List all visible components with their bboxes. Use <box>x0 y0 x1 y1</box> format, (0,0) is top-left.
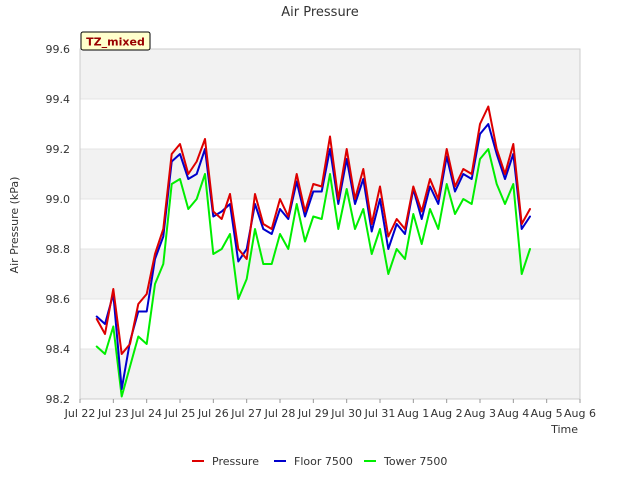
timezone-badge: TZ_mixed <box>80 31 151 51</box>
y-tick-label: 98.6 <box>46 293 71 306</box>
x-tick-label: Aug 3 <box>464 407 496 420</box>
x-tick-label: Jul 27 <box>230 407 262 420</box>
y-tick-label: 99.2 <box>46 143 71 156</box>
y-tick-label: 99.6 <box>46 43 71 56</box>
background-band <box>80 299 580 349</box>
x-axis-label: Time <box>550 423 578 436</box>
x-tick-label: Aug 6 <box>564 407 596 420</box>
legend-label-pressure: Pressure <box>212 455 259 468</box>
background-band <box>80 49 580 99</box>
timezone-badge-label: TZ_mixed <box>86 36 145 49</box>
plot-background-bands <box>80 49 580 399</box>
x-tick-label: Jul 26 <box>197 407 229 420</box>
y-tick-label: 98.2 <box>46 393 71 406</box>
x-tick-label: Aug 1 <box>397 407 429 420</box>
plot-frame <box>79 48 581 400</box>
y-axis-ticks: 98.2 98.4 98.6 98.8 99.0 99.2 99.4 99.6 <box>46 43 71 406</box>
y-tick-label: 98.4 <box>46 343 71 356</box>
legend: Pressure Floor 7500 Tower 7500 <box>192 455 447 468</box>
x-tick-label: Aug 2 <box>431 407 463 420</box>
series-line-tower-7500 <box>95 148 531 398</box>
x-tick-label: Jul 28 <box>264 407 296 420</box>
y-axis-label: Air Pressure (kPa) <box>8 177 21 274</box>
x-tick-label: Aug 5 <box>531 407 563 420</box>
legend-label-floor-7500: Floor 7500 <box>294 455 353 468</box>
x-tick-label: Jul 29 <box>297 407 329 420</box>
x-tick-label: Jul 25 <box>164 407 196 420</box>
x-tick-label: Jul 23 <box>97 407 129 420</box>
chart-title: Air Pressure <box>281 5 359 20</box>
y-tick-label: 99.0 <box>46 193 71 206</box>
x-tick-label: Aug 4 <box>497 407 529 420</box>
y-tick-label: 98.8 <box>46 243 71 256</box>
background-band <box>80 349 580 399</box>
background-band <box>80 199 580 249</box>
y-tick-label: 99.4 <box>46 93 71 106</box>
x-tick-label: Jul 31 <box>364 407 396 420</box>
x-tick-label: Jul 22 <box>64 407 96 420</box>
x-axis-ticks: Jul 22 Jul 23 Jul 24 Jul 25 Jul 26 Jul 27 Jul … <box>64 399 596 420</box>
series-layer <box>95 105 531 398</box>
timezone-badge-box <box>80 31 151 51</box>
legend-label-tower-7500: Tower 7500 <box>383 455 447 468</box>
x-tick-label: Jul 24 <box>130 407 162 420</box>
x-tick-label: Jul 30 <box>330 407 362 420</box>
series-line-pressure <box>95 105 531 355</box>
